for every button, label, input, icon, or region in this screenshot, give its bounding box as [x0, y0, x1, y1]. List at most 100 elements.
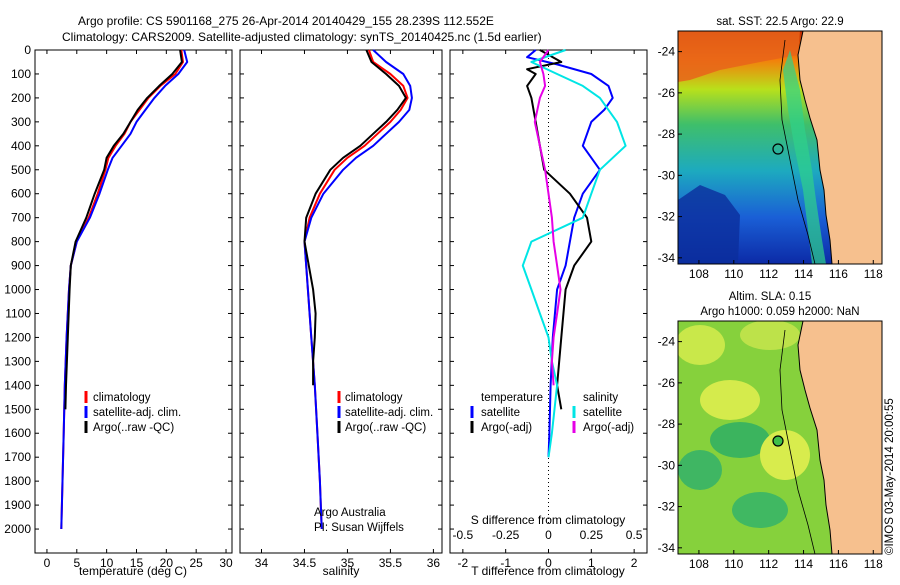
difference-xlabel-salinity: S difference from climatology	[471, 513, 626, 527]
map-y-tick-label: -26	[658, 86, 676, 100]
legend-label-climatology: climatology	[345, 392, 403, 404]
legend-header-salinity: salinity	[583, 392, 618, 404]
sst-warm-blob	[678, 31, 800, 82]
sla-high-1	[678, 325, 725, 365]
map-x-tick-label: 118	[864, 557, 883, 571]
sst-map-title: sat. SST: 22.5 Argo: 22.9	[716, 16, 843, 28]
salinity-xlabel: salinity	[323, 564, 360, 578]
y-tick-label: 1200	[4, 330, 31, 344]
sst-map-frame	[677, 30, 883, 265]
legend-header-temperature: temperature	[481, 392, 543, 404]
argo-australia-label: Argo Australia	[314, 507, 386, 519]
x-tick-label: -1	[500, 556, 511, 570]
sla-high-4	[760, 430, 810, 480]
x-tick-label: 2	[631, 556, 638, 570]
y-tick-label: 1500	[4, 402, 31, 416]
sla-map	[678, 321, 882, 554]
sla-title-line2: Argo h1000: 0.059 h2000: NaN	[700, 306, 859, 318]
sst-map	[678, 31, 882, 264]
y-tick-label: 400	[11, 139, 31, 153]
argo-position-marker	[772, 435, 784, 447]
y-tick-label: 1000	[4, 283, 31, 297]
sst-cool-pool	[678, 185, 740, 264]
map-y-tick-label: -28	[658, 417, 676, 431]
x-tick-top-label: 0	[545, 528, 552, 542]
x-tick-top-label: -0.25	[492, 528, 520, 542]
map-y-tick-label: -24	[658, 335, 676, 349]
y-tick-label: 700	[11, 211, 31, 225]
legend-label-t-satellite: satellite	[481, 407, 520, 419]
map-axis-ticks: 108 110 112 114 116 118 -24 -26 -28 -30 -32 -34 108 1…	[658, 45, 884, 571]
y-tick-label: 1300	[4, 354, 31, 368]
map-x-tick-label: 112	[759, 557, 778, 571]
x-tick-label: 5	[73, 556, 80, 570]
map-y-tick-label: -28	[658, 127, 676, 141]
legend-label-satellite: satellite-adj. clim.	[345, 407, 433, 419]
series-line-satellite-adj-clim-	[303, 49, 413, 530]
sla-title-line1: Altim. SLA: 0.15	[729, 291, 811, 303]
map-y-tick-label: -26	[658, 376, 676, 390]
depth-contour	[779, 39, 816, 264]
salinity-panel-frame	[239, 49, 443, 554]
x-tick-label: 0	[44, 556, 51, 570]
y-tick-label: 1600	[4, 426, 31, 440]
sla-high-2	[740, 321, 800, 350]
legend-label-s-argo: Argo(-adj)	[583, 422, 634, 434]
map-y-tick-label: -32	[658, 210, 676, 224]
map-x-tick-label: 112	[759, 267, 778, 281]
y-tick-label: 1900	[4, 498, 31, 512]
difference-xlabel: T difference from climatology	[471, 564, 625, 578]
map-y-tick-label: -32	[658, 500, 676, 514]
x-tick-top-label: 0.25	[580, 528, 604, 542]
x-tick-label: 0	[545, 556, 552, 570]
sst-shelf-band	[783, 50, 826, 264]
profile-lines	[60, 49, 627, 530]
map-y-tick-label: -30	[658, 458, 676, 472]
series-line-argo-raw-qc-	[303, 49, 407, 386]
map-y-tick-label: -34	[658, 251, 676, 265]
difference-legend: temperature salinity satellite Argo(-adj…	[470, 392, 634, 434]
header-line1: Argo profile: CS 5901168_275 26-Apr-2014…	[78, 14, 494, 28]
legend-label-t-argo: Argo(-adj)	[481, 422, 532, 434]
map-x-tick-label: 108	[689, 557, 709, 571]
sla-map-frame	[677, 320, 883, 555]
y-tick-label: 1800	[4, 474, 31, 488]
series-line-s-argo-adj-	[533, 49, 562, 386]
series-line-satellite-adj-clim-	[60, 49, 189, 530]
series-line-climatology	[303, 49, 409, 530]
map-y-tick-label: -24	[658, 45, 676, 59]
x-tick-top-label: -0.5	[453, 528, 474, 542]
legend-label-argo: Argo(..raw -QC)	[93, 422, 174, 434]
map-x-tick-label: 116	[829, 267, 848, 281]
y-tick-label: 200	[11, 91, 31, 105]
temperature-panel-frame	[34, 49, 233, 554]
sla-low-1	[710, 422, 770, 458]
x-tick-label: 30	[219, 556, 233, 570]
y-tick-label: 600	[11, 187, 31, 201]
map-x-tick-label: 118	[864, 267, 883, 281]
temperature-xlabel: temperature (deg C)	[79, 564, 187, 578]
map-x-tick-label: 116	[829, 557, 848, 571]
sla-high-3	[700, 380, 760, 420]
series-line-climatology	[60, 49, 184, 530]
coastline	[797, 31, 833, 264]
y-tick-label: 0	[24, 43, 31, 57]
legend-label-satellite: satellite-adj. clim.	[93, 407, 181, 419]
map-x-tick-label: 114	[794, 267, 813, 281]
argo-position-marker	[772, 143, 784, 155]
legend-label-climatology: climatology	[93, 392, 151, 404]
pi-label: PI: Susan Wijffels	[314, 522, 404, 534]
map-y-tick-label: -34	[658, 541, 676, 555]
map-x-tick-label: 108	[689, 267, 709, 281]
x-tick-label: 10	[100, 556, 114, 570]
y-tick-label: 100	[11, 67, 31, 81]
land	[798, 321, 882, 554]
temperature-legend: climatology satellite-adj. clim. Argo(..…	[84, 391, 181, 434]
x-tick-label: 15	[130, 556, 144, 570]
x-tick-label: -2	[458, 556, 469, 570]
y-tick-label: 1700	[4, 450, 31, 464]
y-tick-label: 1400	[4, 378, 31, 392]
x-tick-label: 34.5	[293, 556, 317, 570]
y-tick-label: 1100	[5, 306, 31, 320]
